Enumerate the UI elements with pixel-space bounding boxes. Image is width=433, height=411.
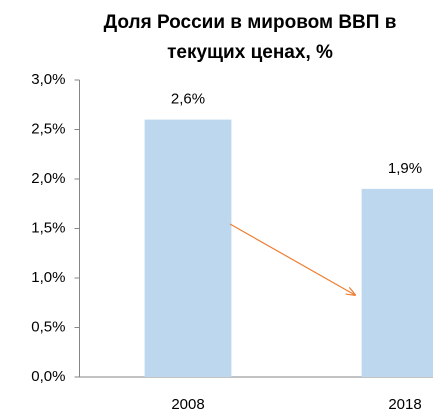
y-tick-label: 3,0% (31, 71, 65, 88)
trend-arrow (229, 223, 355, 295)
value-label: 1,9% (388, 160, 422, 177)
y-tick-label: 0,0% (31, 368, 65, 385)
x-tick-label: 2018 (388, 396, 421, 411)
bar (144, 119, 232, 377)
bar (361, 188, 433, 377)
x-tick-label: 2008 (171, 396, 204, 411)
y-tick-label: 2,5% (31, 120, 65, 137)
y-tick-label: 1,0% (31, 269, 65, 286)
y-tick-label: 0,5% (31, 318, 65, 335)
y-tick-label: 1,5% (31, 219, 65, 236)
y-tick-label: 2,0% (31, 170, 65, 187)
value-label: 2,6% (171, 91, 205, 108)
chart-title: Доля России в мировом ВВП в текущих цена… (103, 12, 397, 63)
